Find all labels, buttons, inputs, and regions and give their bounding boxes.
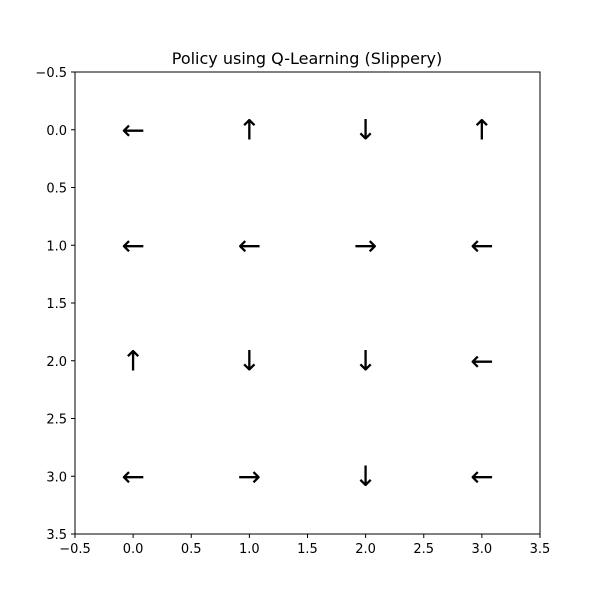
x-tick-label: 2.0 <box>355 542 376 557</box>
x-tick-label: −0.5 <box>59 542 91 557</box>
y-tick-label: 3.5 <box>46 528 67 543</box>
policy-arrow: ← <box>121 113 144 146</box>
policy-arrow: ← <box>121 229 144 262</box>
policy-arrow: ↓ <box>354 344 377 377</box>
policy-arrow: ↑ <box>470 113 493 146</box>
policy-arrow: → <box>238 460 261 493</box>
x-tick-label: 0.0 <box>123 542 144 557</box>
policy-arrow: ↓ <box>354 460 377 493</box>
policy-arrow: ↑ <box>121 344 144 377</box>
policy-arrow: ← <box>121 460 144 493</box>
y-tick-label: 2.0 <box>46 355 67 370</box>
policy-arrow: ← <box>238 229 261 262</box>
y-tick-label: 0.5 <box>46 182 67 197</box>
y-tick-label: 2.5 <box>46 413 67 428</box>
policy-arrow: ← <box>470 460 493 493</box>
y-tick-label: −0.5 <box>35 66 67 81</box>
x-tick-label: 3.5 <box>530 542 551 557</box>
policy-arrow: ↓ <box>354 113 377 146</box>
policy-arrow: → <box>354 229 377 262</box>
policy-arrow: ↓ <box>238 344 261 377</box>
x-tick-label: 0.5 <box>181 542 202 557</box>
policy-arrow: ↑ <box>238 113 261 146</box>
x-axis: −0.5 0.0 0.5 1.0 1.5 2.0 2.5 3.0 3.5 <box>59 534 550 557</box>
chart-title: Policy using Q-Learning (Slippery) <box>172 49 443 68</box>
y-axis: −0.5 0.0 0.5 1.0 1.5 2.0 2.5 3.0 3.5 <box>35 66 75 543</box>
y-tick-label: 1.0 <box>46 239 67 254</box>
x-tick-label: 1.5 <box>297 542 318 557</box>
x-tick-label: 2.5 <box>413 542 434 557</box>
policy-arrow: ← <box>470 344 493 377</box>
policy-arrows: ← ↑ ↓ ↑ ← ← → ← ↑ ↓ ↓ ← ← → ↓ ← <box>121 113 493 493</box>
x-tick-label: 1.0 <box>239 542 260 557</box>
y-tick-label: 3.0 <box>46 470 67 485</box>
x-tick-label: 3.0 <box>472 542 493 557</box>
y-tick-label: 1.5 <box>46 297 67 312</box>
y-tick-label: 0.0 <box>46 124 67 139</box>
policy-arrow: ← <box>470 229 493 262</box>
